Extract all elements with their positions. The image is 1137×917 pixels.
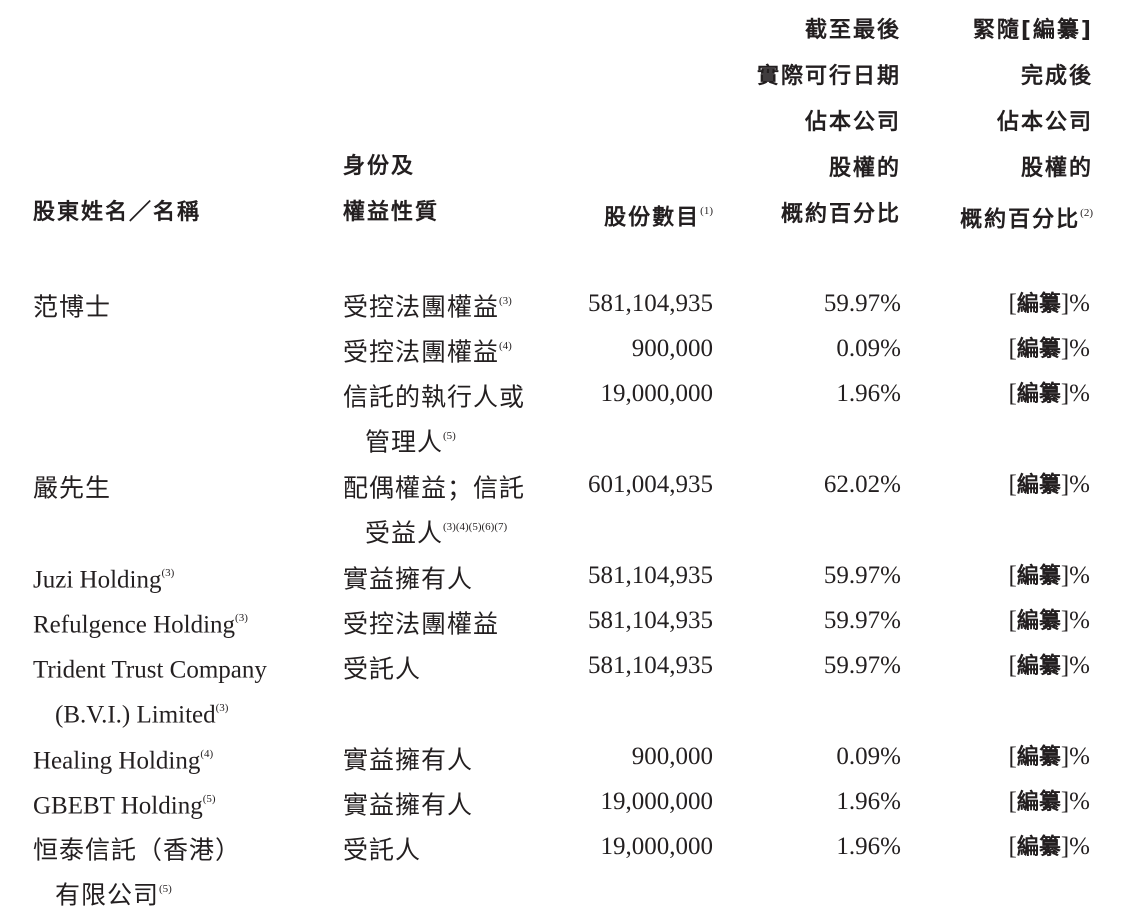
table-row: 信託的執行人或 管理人(5) 19,000,000 1.96% [編纂]% bbox=[0, 371, 1137, 456]
number-of-shares: 900,000 bbox=[631, 335, 713, 362]
pct-after-completion: [編纂]% bbox=[1008, 743, 1091, 770]
pct-latest-practicable-date: 0.09% bbox=[836, 335, 901, 362]
capacity-nature: 信託的執行人或 bbox=[343, 382, 526, 412]
capacity-nature: 配偶權益；信託 bbox=[343, 473, 526, 503]
header-number-of-shares: 股份數目(1) bbox=[604, 190, 713, 241]
capacity-nature: 受託人 bbox=[343, 835, 422, 865]
header-pct-after-completion: 緊隨[編纂] 完成後 佔本公司 股權的 概約百分比(2) bbox=[960, 8, 1093, 243]
number-of-shares: 900,000 bbox=[631, 743, 713, 770]
number-of-shares: 601,004,935 bbox=[588, 471, 713, 498]
header-line: 股權的 bbox=[828, 156, 901, 181]
table-row: 范博士 受控法團權益(3) 581,104,935 59.97% [編纂]% bbox=[0, 281, 1137, 326]
shareholder-name: Healing Holding(4) bbox=[33, 747, 214, 775]
footnote-ref: (3)(4)(5)(6)(7) bbox=[443, 521, 508, 533]
capacity-nature: 受控法團權益(4) bbox=[343, 337, 512, 367]
header-shareholder-name: 股東姓名／名稱 bbox=[33, 190, 201, 236]
header-line: 權益性質 bbox=[343, 200, 440, 225]
header-line: 緊隨[編纂] bbox=[972, 18, 1093, 43]
pct-after-completion: [編纂]% bbox=[1008, 652, 1091, 679]
header-line: 股權的 bbox=[1020, 156, 1093, 181]
pct-latest-practicable-date: 62.02% bbox=[823, 471, 901, 498]
shareholder-name-continued: (B.V.I.) Limited(3) bbox=[55, 701, 229, 729]
header-line: 概約百分比 bbox=[780, 202, 901, 227]
pct-latest-practicable-date: 0.09% bbox=[836, 743, 901, 770]
pct-after-completion: [編纂]% bbox=[1008, 788, 1091, 815]
pct-latest-practicable-date: 1.96% bbox=[836, 380, 901, 407]
pct-after-completion: [編纂]% bbox=[1008, 380, 1091, 407]
footnote-ref: (3) bbox=[235, 612, 248, 624]
header-line: 截至最後 bbox=[804, 18, 901, 43]
footnote-ref: (4) bbox=[200, 748, 214, 760]
table-row: 恒泰信託（香港） 有限公司(5) 受託人 19,000,000 1.96% [編… bbox=[0, 824, 1137, 909]
pct-after-completion: [編纂]% bbox=[1008, 471, 1091, 498]
header-capacity: 身份及 權益性質 bbox=[343, 144, 439, 236]
number-of-shares: 581,104,935 bbox=[588, 607, 713, 634]
pct-after-completion: [編纂]% bbox=[1008, 335, 1091, 362]
header-line: 股東姓名／名稱 bbox=[33, 200, 202, 225]
table-row: Juzi Holding(3) 實益擁有人 581,104,935 59.97%… bbox=[0, 553, 1137, 598]
header-line: 完成後 bbox=[1020, 64, 1093, 89]
table-row: Refulgence Holding(3) 受控法團權益 581,104,935… bbox=[0, 598, 1137, 643]
shareholder-name: 恒泰信託（香港） bbox=[33, 835, 242, 865]
number-of-shares: 581,104,935 bbox=[588, 562, 713, 589]
table-row: GBEBT Holding(5) 實益擁有人 19,000,000 1.96% … bbox=[0, 779, 1137, 824]
pct-after-completion: [編纂]% bbox=[1008, 607, 1091, 634]
footnote-ref: (3) bbox=[161, 567, 175, 579]
capacity-nature: 實益擁有人 bbox=[343, 564, 474, 594]
capacity-nature: 受控法團權益 bbox=[343, 609, 500, 639]
number-of-shares: 19,000,000 bbox=[600, 833, 714, 860]
footnote-ref: (5) bbox=[159, 883, 172, 895]
shareholder-name: GBEBT Holding(5) bbox=[33, 792, 216, 820]
shareholder-name-continued: 有限公司(5) bbox=[55, 880, 172, 910]
capacity-nature: 受託人 bbox=[343, 654, 422, 684]
pct-latest-practicable-date: 59.97% bbox=[823, 290, 901, 317]
pct-latest-practicable-date: 1.96% bbox=[836, 788, 901, 815]
header-line: 實際可行日期 bbox=[756, 64, 901, 89]
number-of-shares: 19,000,000 bbox=[600, 788, 714, 815]
shareholder-name: Refulgence Holding(3) bbox=[33, 611, 248, 639]
number-of-shares: 581,104,935 bbox=[588, 652, 713, 679]
capacity-nature: 實益擁有人 bbox=[343, 745, 474, 775]
footnote-ref: (4) bbox=[499, 340, 512, 352]
header-line: 身份及 bbox=[343, 154, 416, 179]
pct-after-completion: [編纂]% bbox=[1008, 562, 1091, 589]
shareholder-name: 嚴先生 bbox=[33, 473, 112, 503]
header-line: 股份數目 bbox=[604, 205, 701, 231]
table-row: 嚴先生 配偶權益；信託 受益人(3)(4)(5)(6)(7) 601,004,9… bbox=[0, 462, 1137, 547]
header-line: 佔本公司 bbox=[996, 110, 1093, 135]
shareholder-name: 范博士 bbox=[33, 292, 112, 322]
shareholder-name: Juzi Holding(3) bbox=[33, 566, 175, 594]
footnote-ref: (5) bbox=[202, 793, 216, 805]
header-line: 概約百分比 bbox=[960, 207, 1081, 233]
footnote-ref: (3) bbox=[215, 702, 229, 714]
footnote-ref: (2) bbox=[1080, 207, 1093, 219]
pct-after-completion: [編纂]% bbox=[1008, 290, 1091, 317]
number-of-shares: 19,000,000 bbox=[600, 380, 714, 407]
pct-after-completion: [編纂]% bbox=[1008, 833, 1091, 860]
header-line: 佔本公司 bbox=[804, 110, 901, 135]
number-of-shares: 581,104,935 bbox=[588, 290, 713, 317]
footnote-ref: (3) bbox=[499, 295, 512, 307]
capacity-nature: 受控法團權益(3) bbox=[343, 292, 512, 322]
table-row: 受控法團權益(4) 900,000 0.09% [編纂]% bbox=[0, 326, 1137, 371]
shareholder-name: Trident Trust Company bbox=[33, 656, 267, 684]
table-row: Trident Trust Company (B.V.I.) Limited(3… bbox=[0, 643, 1137, 728]
footnote-ref: (5) bbox=[443, 430, 456, 442]
header-pct-latest-practicable-date: 截至最後 實際可行日期 佔本公司 股權的 概約百分比 bbox=[757, 8, 901, 238]
capacity-nature: 實益擁有人 bbox=[343, 790, 474, 820]
pct-latest-practicable-date: 1.96% bbox=[836, 833, 901, 860]
pct-latest-practicable-date: 59.97% bbox=[823, 562, 901, 589]
pct-latest-practicable-date: 59.97% bbox=[823, 652, 901, 679]
table-row: Healing Holding(4) 實益擁有人 900,000 0.09% [… bbox=[0, 734, 1137, 779]
capacity-nature-continued: 受益人(3)(4)(5)(6)(7) bbox=[365, 518, 508, 548]
footnote-ref: (1) bbox=[700, 205, 713, 217]
capacity-nature-continued: 管理人(5) bbox=[365, 427, 456, 457]
pct-latest-practicable-date: 59.97% bbox=[823, 607, 901, 634]
